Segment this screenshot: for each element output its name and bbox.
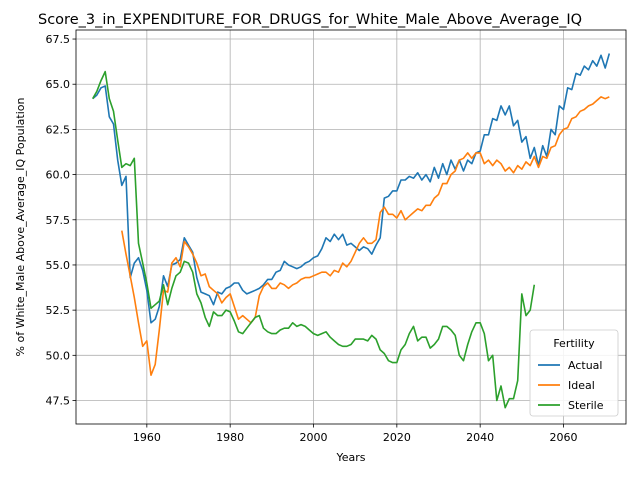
y-tick-label: 55.0 xyxy=(46,259,71,272)
y-tick-label: 62.5 xyxy=(46,123,71,136)
legend-label-actual: Actual xyxy=(568,359,602,372)
series-line-actual xyxy=(92,53,611,324)
y-tick-label: 60.0 xyxy=(46,169,71,182)
series-line-sterile xyxy=(92,70,536,409)
x-axis-label: Years xyxy=(335,451,365,464)
y-tick-label: 52.5 xyxy=(46,304,71,317)
legend-label-sterile: Sterile xyxy=(568,399,604,412)
x-tick-label: 1980 xyxy=(216,431,244,444)
y-tick-label: 65.0 xyxy=(46,78,71,91)
legend-box xyxy=(529,329,619,417)
y-tick-label: 67.5 xyxy=(46,33,71,46)
y-axis-label: % of White_Male Above_Average_IQ Populat… xyxy=(14,97,27,356)
legend-label-ideal: Ideal xyxy=(568,379,595,392)
chart-title: Score_3_in_EXPENDITURE_FOR_DRUGS_for_Whi… xyxy=(38,12,582,28)
series-lines xyxy=(92,53,611,409)
axis-ticks: 1960 1980 2000 2020 2040 2060 47.5 50.0 52.5 55.0… xyxy=(46,33,578,444)
x-tick-label: 2000 xyxy=(300,431,328,444)
y-tick-label: 50.0 xyxy=(46,349,71,362)
x-tick-label: 2020 xyxy=(383,431,411,444)
x-tick-label: 1960 xyxy=(133,431,161,444)
grid-lines xyxy=(76,30,626,424)
x-tick-label: 2060 xyxy=(550,431,578,444)
legend: Fertility Actual Ideal Sterile xyxy=(529,329,619,417)
plot-frame xyxy=(75,29,627,425)
y-tick-label: 57.5 xyxy=(46,214,71,227)
legend-title: Fertility xyxy=(553,337,595,350)
y-tick-label: 47.5 xyxy=(46,395,71,408)
x-tick-label: 2040 xyxy=(466,431,494,444)
series-line-ideal xyxy=(121,96,610,377)
